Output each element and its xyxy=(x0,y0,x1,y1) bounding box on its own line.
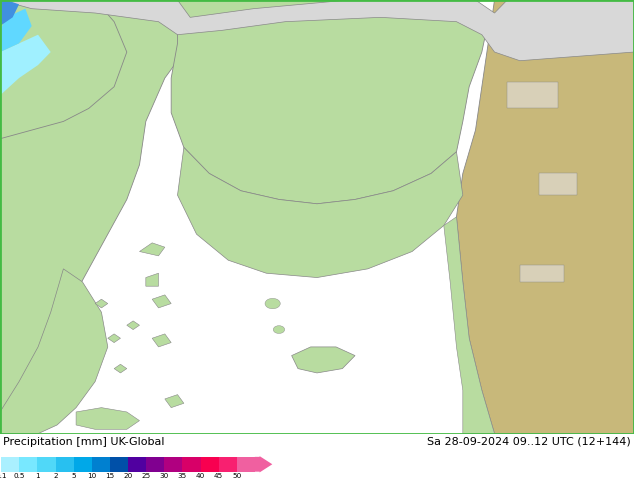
Text: 0.1: 0.1 xyxy=(0,473,7,479)
Polygon shape xyxy=(76,408,139,429)
Circle shape xyxy=(265,298,280,309)
Bar xyxy=(128,457,146,472)
Polygon shape xyxy=(127,321,139,330)
Text: 40: 40 xyxy=(196,473,205,479)
Bar xyxy=(219,457,236,472)
Polygon shape xyxy=(152,295,171,308)
Text: 10: 10 xyxy=(87,473,96,479)
Polygon shape xyxy=(171,0,488,204)
Bar xyxy=(183,457,200,472)
Bar xyxy=(20,457,37,472)
Polygon shape xyxy=(456,0,634,434)
Polygon shape xyxy=(139,243,165,256)
Polygon shape xyxy=(520,265,564,282)
FancyArrow shape xyxy=(255,456,273,472)
Bar xyxy=(200,457,219,472)
Text: 5: 5 xyxy=(72,473,76,479)
Bar xyxy=(146,457,164,472)
Text: 50: 50 xyxy=(232,473,242,479)
Text: 15: 15 xyxy=(105,473,115,479)
Text: 20: 20 xyxy=(124,473,133,479)
Bar xyxy=(1,457,20,472)
Polygon shape xyxy=(0,35,51,96)
Text: Sa 28-09-2024 09..12 UTC (12+144): Sa 28-09-2024 09..12 UTC (12+144) xyxy=(427,437,631,447)
Text: 25: 25 xyxy=(141,473,151,479)
Polygon shape xyxy=(178,147,463,277)
Polygon shape xyxy=(114,364,127,373)
Polygon shape xyxy=(0,0,19,26)
Polygon shape xyxy=(0,0,127,139)
Polygon shape xyxy=(152,334,171,347)
Bar xyxy=(164,457,183,472)
Polygon shape xyxy=(444,217,495,434)
Polygon shape xyxy=(539,173,577,195)
Bar xyxy=(56,457,74,472)
Text: Precipitation [mm] UK-Global: Precipitation [mm] UK-Global xyxy=(3,437,165,447)
Polygon shape xyxy=(95,299,108,308)
Polygon shape xyxy=(146,273,158,286)
Bar xyxy=(74,457,92,472)
Polygon shape xyxy=(108,334,120,343)
Polygon shape xyxy=(507,82,558,108)
Polygon shape xyxy=(292,347,355,373)
Polygon shape xyxy=(0,0,203,412)
Polygon shape xyxy=(0,269,108,434)
Text: 45: 45 xyxy=(214,473,223,479)
Bar xyxy=(92,457,110,472)
Polygon shape xyxy=(0,9,32,52)
Text: 2: 2 xyxy=(53,473,58,479)
Text: 0.5: 0.5 xyxy=(14,473,25,479)
Bar xyxy=(236,457,255,472)
Bar xyxy=(110,457,128,472)
Text: 30: 30 xyxy=(160,473,169,479)
Polygon shape xyxy=(165,394,184,408)
Bar xyxy=(37,457,56,472)
Text: 1: 1 xyxy=(35,473,40,479)
Circle shape xyxy=(273,326,285,334)
Polygon shape xyxy=(0,0,634,61)
Text: 35: 35 xyxy=(178,473,187,479)
